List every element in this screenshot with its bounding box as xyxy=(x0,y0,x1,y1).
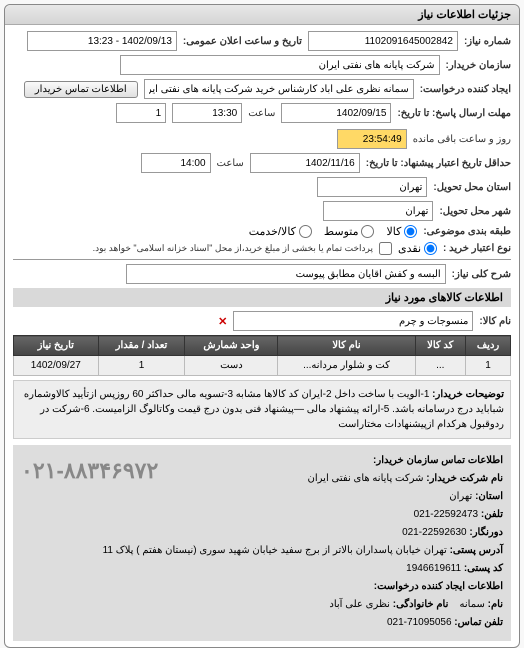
desc-input[interactable] xyxy=(126,264,446,284)
budget-option-1[interactable]: متوسط xyxy=(324,225,375,238)
validity-label: حداقل تاریخ اعتبار پیشنهاد: تا تاریخ: xyxy=(366,158,511,169)
creator-name-label: نام: xyxy=(488,599,503,610)
remain-label: روز و ساعت باقی مانده xyxy=(413,134,511,145)
inquiry-no-input[interactable] xyxy=(308,31,458,51)
budget-radio-2[interactable] xyxy=(299,225,312,238)
requester-label: ایجاد کننده درخواست: xyxy=(420,84,511,95)
deadline-send-time[interactable] xyxy=(172,103,242,123)
desc-label: شرح کلی نیاز: xyxy=(452,269,511,280)
col-2: نام کالا xyxy=(278,336,415,356)
divider xyxy=(13,259,511,260)
table-row[interactable]: 1 ... کت و شلوار مردانه... دست 1 1402/09… xyxy=(14,356,511,376)
budget-option-2-label: کالا/خدمت xyxy=(249,225,296,238)
panel-title: جزئیات اطلاعات نیاز xyxy=(5,5,519,25)
budget-radio-1[interactable] xyxy=(361,225,374,238)
buyer-input[interactable] xyxy=(120,55,440,75)
goods-table: ردیف کد کالا نام کالا واحد شمارش تعداد /… xyxy=(13,335,511,376)
creator-family-value: نظری علی آباد xyxy=(329,599,390,610)
zip-label: کد پستی: xyxy=(464,563,503,574)
delivery-city[interactable] xyxy=(323,201,433,221)
delivery-city-label: شهر محل تحویل: xyxy=(439,206,511,217)
explain-label: توضیحات خریدار: xyxy=(432,389,504,400)
payment-option-0-label: نقدی xyxy=(398,242,421,255)
contact-buyer-button[interactable]: اطلاعات تماس خریدار xyxy=(24,81,138,98)
cell-0-2: کت و شلوار مردانه... xyxy=(278,356,415,376)
fax-value: 22592630-021 xyxy=(402,527,467,538)
payment-radio-0[interactable] xyxy=(424,242,437,255)
time-label-2: ساعت xyxy=(217,158,244,169)
creator-name-value: سمانه xyxy=(460,599,485,610)
public-announce-input[interactable] xyxy=(27,31,177,51)
public-announce-label: تاریخ و ساعت اعلان عمومی: xyxy=(183,36,302,47)
org-value: شرکت پایانه های نفتی ایران xyxy=(308,473,424,484)
big-phone: ۰۲۱-۸۸۳۴۶۹۷۲ xyxy=(21,453,158,488)
budget-option-2[interactable]: کالا/خدمت xyxy=(249,225,312,238)
buyer-label: سازمان خریدار: xyxy=(446,60,511,71)
payment-note-checkbox[interactable] xyxy=(379,242,392,255)
delivery-province[interactable] xyxy=(317,177,427,197)
days-value[interactable] xyxy=(116,103,166,123)
budget-option-0-label: کالا xyxy=(386,225,401,238)
budget-radio-0[interactable] xyxy=(404,225,417,238)
creator-tel-label: تلفن تماس: xyxy=(454,617,503,628)
creator-family-label: نام خانوادگی: xyxy=(393,599,449,610)
cell-0-3: دست xyxy=(185,356,278,376)
delivery-province-label: استان محل تحویل: xyxy=(433,182,511,193)
explain-box: توضیحات خریدار: 1-الویت با ساخت داخل 2-ا… xyxy=(13,380,511,439)
fax-label: دورنگار: xyxy=(469,527,503,538)
cell-0-1: ... xyxy=(415,356,466,376)
payment-option-0[interactable]: نقدی xyxy=(398,242,437,255)
org-label: نام شرکت خریدار: xyxy=(426,473,503,484)
table-header-row: ردیف کد کالا نام کالا واحد شمارش تعداد /… xyxy=(14,336,511,356)
time-label-1: ساعت xyxy=(248,108,275,119)
postal-label: آدرس پستی: xyxy=(450,545,503,556)
budget-option-1-label: متوسط xyxy=(324,225,359,238)
goods-name-label: نام کالا: xyxy=(479,316,511,327)
deadline-send-label: مهلت ارسال پاسخ: تا تاریخ: xyxy=(397,108,511,119)
col-3: واحد شمارش xyxy=(185,336,278,356)
validity-date[interactable] xyxy=(250,153,360,173)
validity-time[interactable] xyxy=(141,153,211,173)
zip-value: 1946619611 xyxy=(406,563,461,574)
payment-note: پرداخت تمام یا بخشی از مبلغ خرید،از محل … xyxy=(93,243,373,254)
goods-section-title: اطلاعات کالاهای مورد نیاز xyxy=(13,288,511,307)
cell-0-0: 1 xyxy=(466,356,511,376)
clear-goods-icon[interactable]: ✕ xyxy=(218,315,227,328)
contact-box: ۰۲۱-۸۸۳۴۶۹۷۲ اطلاعات تماس سازمان خریدار:… xyxy=(13,445,511,641)
budget-option-0[interactable]: کالا xyxy=(386,225,417,238)
budget-label: طبقه بندی موضوعی: xyxy=(423,226,511,237)
col-1: کد کالا xyxy=(415,336,466,356)
payment-label: نوع اعتبار خرید : xyxy=(443,243,511,254)
tel-value: 22592473-021 xyxy=(414,509,479,520)
cell-0-5: 1402/09/27 xyxy=(14,356,99,376)
remain-time xyxy=(337,129,407,149)
deadline-send-date[interactable] xyxy=(281,103,391,123)
province-label: استان: xyxy=(475,491,503,502)
tel-label: تلفن: xyxy=(481,509,503,520)
panel-body: شماره نیاز: تاریخ و ساعت اعلان عمومی: سا… xyxy=(5,25,519,647)
col-5: تاریخ نیاز xyxy=(14,336,99,356)
cell-0-4: 1 xyxy=(98,356,185,376)
goods-name-input[interactable] xyxy=(233,311,473,331)
budget-radio-group: کالا متوسط کالا/خدمت xyxy=(249,225,418,238)
requester-input[interactable] xyxy=(144,79,414,99)
details-panel: جزئیات اطلاعات نیاز شماره نیاز: تاریخ و … xyxy=(4,4,520,648)
col-4: تعداد / مقدار xyxy=(98,336,185,356)
col-0: ردیف xyxy=(466,336,511,356)
creator-tel-value: 71095056-021 xyxy=(387,617,452,628)
province-value: تهران xyxy=(449,491,472,502)
creator-title: اطلاعات ایجاد کننده درخواست: xyxy=(21,579,503,595)
postal-value: تهران خیابان پاسداران بالاتر از برج سفید… xyxy=(103,545,447,556)
inquiry-no-label: شماره نیاز: xyxy=(464,36,511,47)
